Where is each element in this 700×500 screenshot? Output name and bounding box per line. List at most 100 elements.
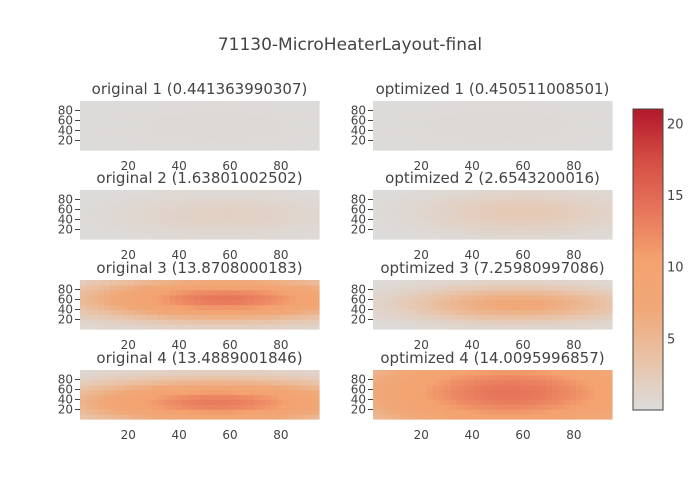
heatmap-cell bbox=[253, 404, 260, 410]
heatmap-cell bbox=[432, 194, 440, 201]
heatmap-cell bbox=[558, 280, 565, 286]
heatmap-cell bbox=[564, 280, 571, 286]
heatmap-cell bbox=[205, 319, 213, 325]
heatmap-cell bbox=[151, 140, 159, 146]
heatmap-cell bbox=[498, 101, 506, 107]
heatmap-cell bbox=[145, 105, 153, 112]
heatmap-cell bbox=[384, 409, 392, 415]
heatmap-cell bbox=[193, 314, 201, 320]
heatmap-cell bbox=[259, 394, 266, 400]
heatmap-cell bbox=[570, 319, 577, 325]
heatmap-cell bbox=[265, 101, 272, 107]
heatmap-cell bbox=[432, 190, 440, 196]
heatmap-cell bbox=[456, 409, 464, 415]
heatmap-cell bbox=[522, 135, 529, 141]
heatmap-cell bbox=[151, 379, 159, 386]
heatmap-cell bbox=[139, 394, 147, 400]
y-tick-label: 20 bbox=[351, 223, 366, 237]
heatmap-cell bbox=[564, 229, 571, 235]
heatmap-cell bbox=[289, 135, 296, 141]
heatmap-cell bbox=[91, 389, 99, 396]
heatmap-cell bbox=[313, 209, 320, 216]
heatmap-cell bbox=[564, 314, 571, 320]
heatmap-cell bbox=[151, 389, 159, 396]
heatmap-cell bbox=[121, 404, 129, 410]
heatmap-cell bbox=[510, 115, 517, 122]
heatmap-cell bbox=[498, 379, 506, 386]
heatmap-cell bbox=[115, 224, 123, 230]
heatmap-cell bbox=[211, 219, 219, 225]
heatmap-cell bbox=[80, 389, 87, 396]
heatmap-cell bbox=[408, 125, 416, 131]
heatmap-cell bbox=[277, 219, 284, 225]
heatmap-cell bbox=[127, 190, 135, 196]
heatmap-cell bbox=[85, 319, 93, 325]
heatmap-cell bbox=[277, 370, 284, 376]
x-tick-label: 80 bbox=[273, 338, 288, 352]
heatmap-cell bbox=[438, 145, 446, 151]
heatmap-cell bbox=[283, 404, 290, 410]
heatmap-cell bbox=[426, 379, 434, 386]
heatmap-cell bbox=[103, 140, 111, 146]
heatmap-cell bbox=[480, 394, 488, 400]
heatmap-cell bbox=[85, 209, 93, 216]
heatmap-cell bbox=[265, 404, 272, 410]
heatmap-cell bbox=[438, 224, 446, 230]
heatmap-cell bbox=[271, 404, 278, 410]
heatmap-cell bbox=[492, 289, 500, 296]
heatmap-cell bbox=[456, 370, 464, 376]
heatmap-cell bbox=[522, 209, 529, 216]
heatmap-cell bbox=[259, 294, 266, 301]
heatmap-cell bbox=[456, 224, 464, 230]
heatmap-cell bbox=[103, 389, 111, 396]
heatmap-cell bbox=[408, 289, 416, 296]
heatmap-cell bbox=[235, 194, 242, 201]
heatmap-cell bbox=[420, 319, 428, 325]
heatmap-cell bbox=[127, 299, 135, 306]
heatmap-cell bbox=[187, 379, 195, 386]
heatmap-cell bbox=[265, 289, 272, 296]
heatmap-cell bbox=[588, 135, 595, 141]
heatmap-cell bbox=[462, 115, 470, 122]
heatmap-cell bbox=[205, 135, 213, 141]
heatmap-cell bbox=[283, 314, 290, 320]
heatmap-cell bbox=[133, 190, 141, 196]
heatmap-cell bbox=[91, 120, 99, 127]
heatmap-cell bbox=[187, 394, 195, 400]
heatmap-cell bbox=[444, 284, 452, 291]
heatmap-cell bbox=[444, 135, 452, 141]
heatmap-cell bbox=[432, 374, 440, 381]
heatmap-cell bbox=[450, 309, 458, 315]
heatmap-cell bbox=[450, 145, 458, 151]
heatmap-cell bbox=[408, 299, 416, 306]
heatmap-cell bbox=[301, 319, 308, 325]
heatmap-cell bbox=[564, 404, 571, 410]
heatmap-cell bbox=[384, 125, 392, 131]
heatmap-cell bbox=[181, 214, 189, 220]
heatmap-cell bbox=[426, 374, 434, 381]
heatmap-cell bbox=[139, 140, 147, 146]
heatmap-cell bbox=[181, 101, 189, 107]
heatmap-cell bbox=[109, 214, 117, 220]
heatmap-cell bbox=[229, 130, 236, 136]
heatmap-cell bbox=[229, 209, 236, 216]
heatmap-cell bbox=[600, 314, 607, 320]
heatmap-cell bbox=[546, 319, 553, 325]
heatmap-cell bbox=[582, 204, 589, 211]
heatmap-cell bbox=[115, 394, 123, 400]
heatmap-cell bbox=[133, 115, 141, 122]
heatmap-cell bbox=[229, 404, 236, 410]
heatmap-cell bbox=[265, 294, 272, 301]
heatmap-cell bbox=[85, 219, 93, 225]
heatmap-cell bbox=[301, 199, 308, 206]
heatmap-cell bbox=[468, 229, 476, 235]
heatmap-cell bbox=[480, 409, 488, 415]
heatmap-cell bbox=[564, 294, 571, 301]
heatmap-cell bbox=[492, 190, 500, 196]
heatmap-cell bbox=[247, 319, 254, 325]
heatmap-cell bbox=[241, 394, 248, 400]
heatmap-cell bbox=[546, 125, 553, 131]
heatmap-cell bbox=[468, 234, 476, 240]
heatmap-cell bbox=[492, 115, 500, 122]
heatmap-cell bbox=[235, 140, 242, 146]
